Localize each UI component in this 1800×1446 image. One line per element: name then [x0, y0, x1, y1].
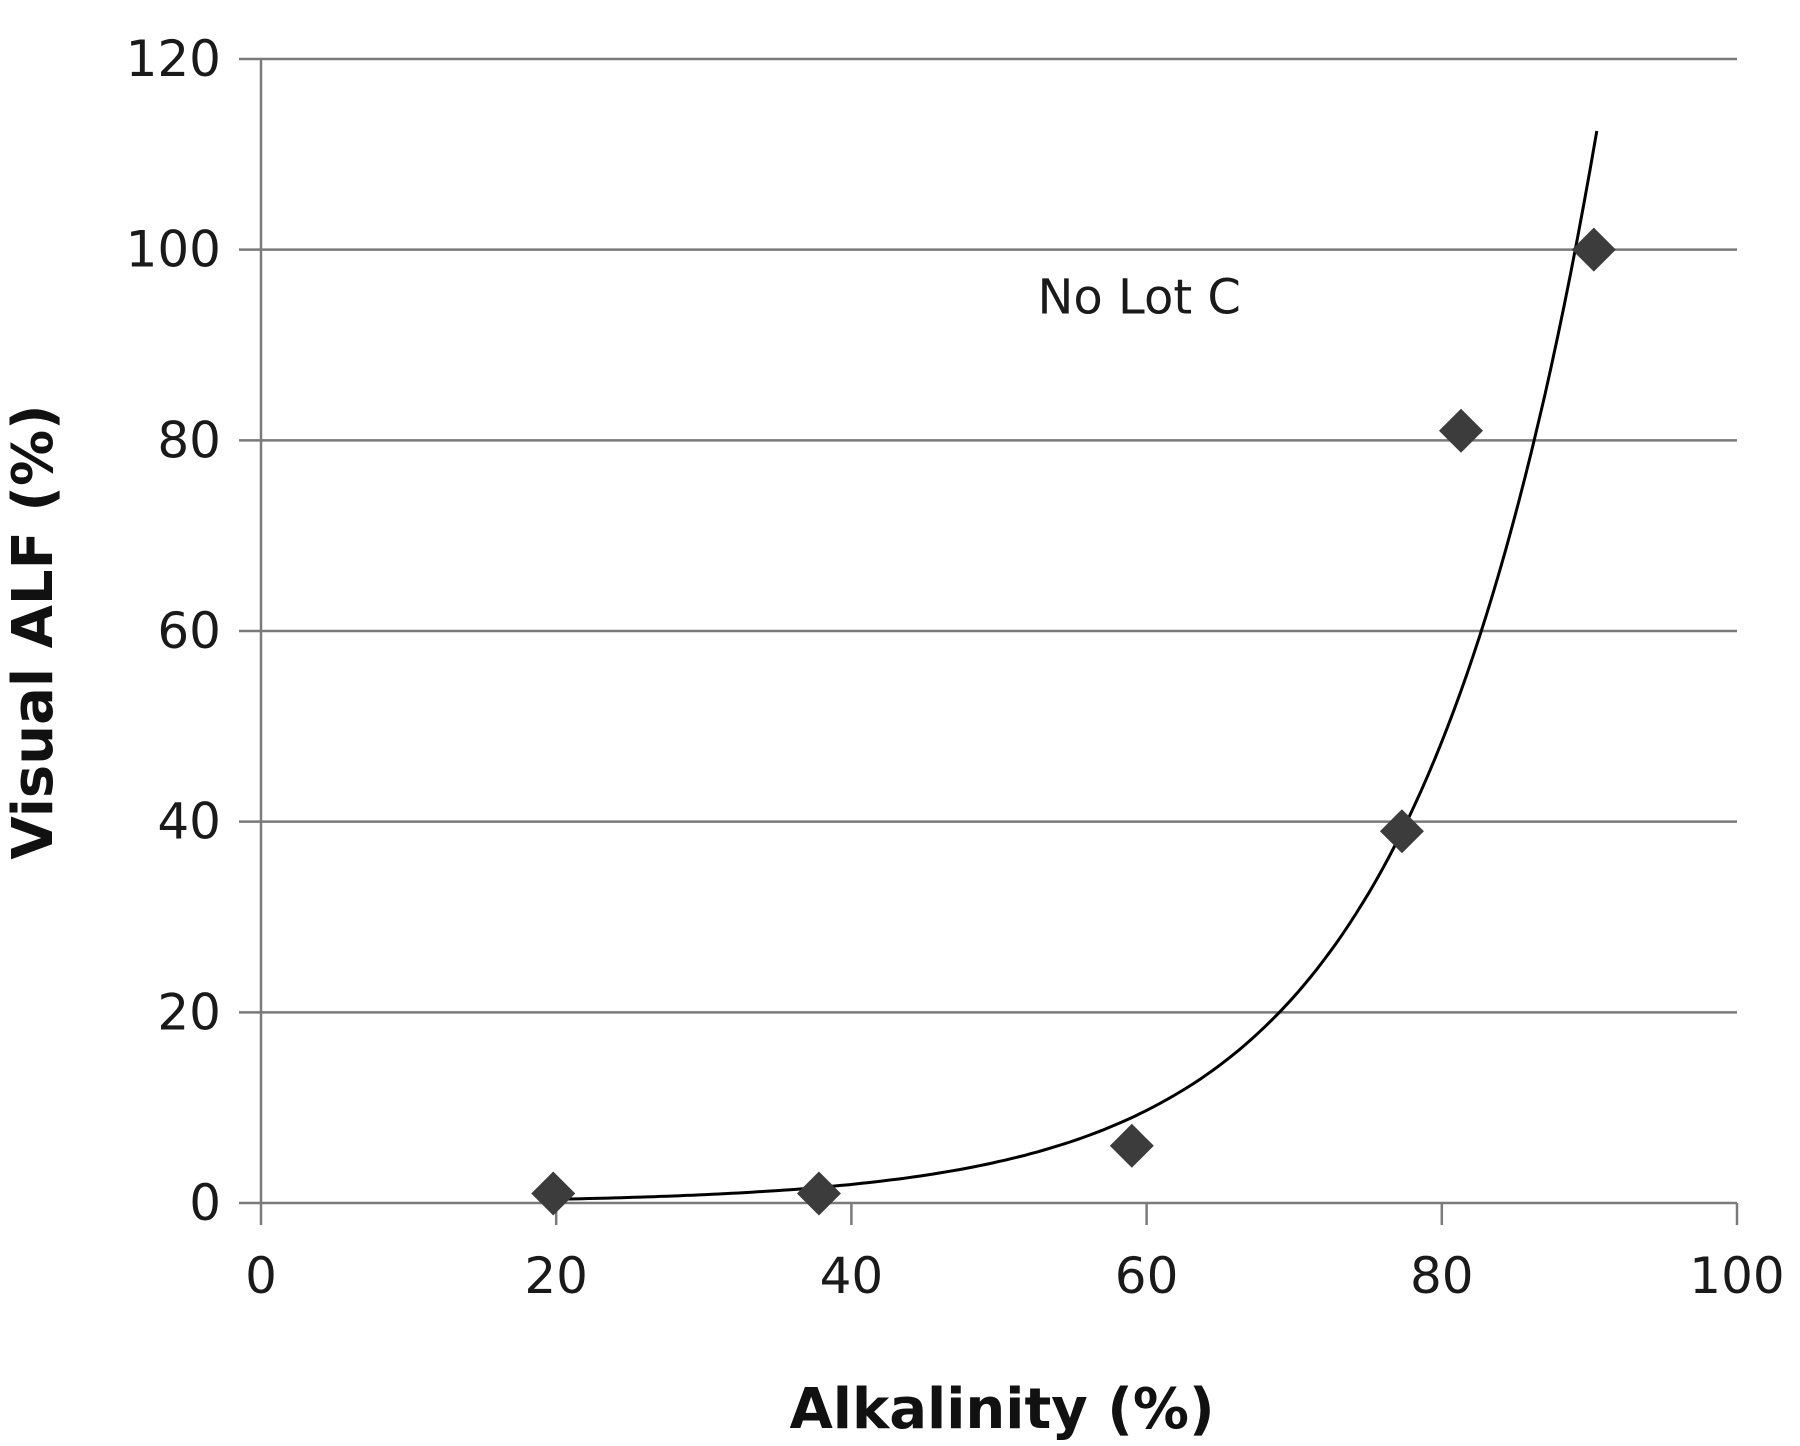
data-point-0-0 — [531, 1171, 576, 1216]
x-tick-label-100: 100 — [1689, 1247, 1784, 1305]
gridlines — [261, 57, 1737, 1205]
y-axis-title: Visual ALF (%) — [1, 404, 66, 859]
x-tick-label-20: 20 — [524, 1247, 588, 1305]
data-points — [531, 227, 1616, 1216]
data-point-0-5 — [1571, 227, 1616, 272]
axes — [239, 57, 1739, 1225]
x-tick-label-0: 0 — [245, 1247, 277, 1305]
data-point-0-3 — [1379, 809, 1424, 854]
tick-labels: 0 20 40 60 80 100 120 0 20 40 60 80 100 — [126, 30, 1785, 1305]
trendline-curve — [556, 130, 1599, 1201]
y-tick-label-100: 100 — [126, 221, 221, 279]
x-tick-label-40: 40 — [820, 1247, 884, 1305]
y-tick-label-60: 60 — [157, 602, 221, 660]
y-tick-label-40: 40 — [157, 793, 221, 851]
y-tick-label-20: 20 — [157, 983, 221, 1041]
x-tick-label-80: 80 — [1410, 1247, 1474, 1305]
annotation-no-lot-c: No Lot C — [1038, 269, 1241, 325]
x-tick-label-60: 60 — [1115, 1247, 1179, 1305]
y-tick-label-0: 0 — [189, 1174, 221, 1232]
data-point-0-2 — [1109, 1123, 1154, 1168]
data-point-0-1 — [796, 1171, 841, 1216]
x-axis-title: Alkalinity (%) — [789, 1377, 1214, 1442]
trendline — [556, 130, 1599, 1201]
y-tick-label-80: 80 — [157, 411, 221, 469]
y-tick-label-120: 120 — [126, 30, 221, 88]
data-point-0-4 — [1438, 408, 1483, 453]
